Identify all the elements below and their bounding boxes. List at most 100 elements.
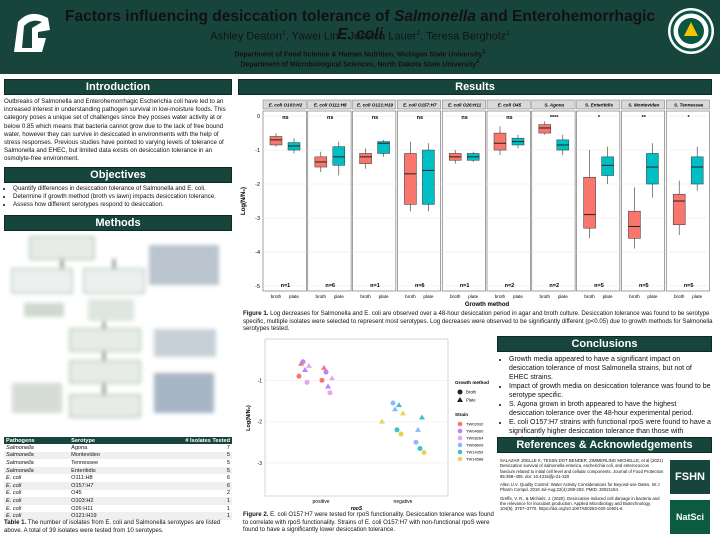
- point: [321, 364, 327, 370]
- point: [379, 418, 385, 424]
- point: [400, 410, 406, 416]
- y-axis-label: Log(N/N₀): [241, 187, 247, 215]
- affiliation-text: Department of Microbiological Sciences, …: [240, 61, 477, 69]
- point: [302, 366, 308, 372]
- objective: Assess how different serotypes respond t…: [13, 201, 234, 209]
- box: [601, 156, 614, 176]
- title-segment: E. coli: [337, 26, 383, 43]
- legend-label: Plate: [466, 398, 476, 403]
- legend-label: TW02092: [466, 422, 484, 427]
- point: [419, 414, 425, 420]
- legend-symbol: [457, 421, 463, 427]
- panel-strip: [666, 99, 710, 110]
- panel-strip: [352, 99, 397, 110]
- table-cell: E. coli: [6, 490, 22, 497]
- panel-title: E. coli O121:H19: [357, 103, 393, 108]
- legend-label: TW04660: [466, 429, 484, 434]
- table-cell: Enteritidis: [69, 466, 135, 475]
- table-cell: E. coli: [4, 497, 70, 505]
- table-cell: Salmonella: [4, 466, 70, 475]
- panel-title: S. Enteritidis: [585, 103, 614, 108]
- point: [417, 445, 423, 451]
- box: [332, 146, 346, 166]
- table-cell: O121:H19: [69, 512, 135, 520]
- x-tick-label: broth: [450, 294, 461, 299]
- table-cell: 5: [134, 451, 232, 460]
- ndsu-seal: [668, 8, 714, 54]
- objectives-list: Quantify differences in desiccation tole…: [4, 185, 234, 210]
- box: [583, 176, 596, 229]
- table-row: E. coli O121:H19 1: [4, 512, 232, 520]
- legend-symbol: [457, 442, 463, 448]
- column-header: # Isolates Tested: [134, 437, 232, 444]
- photo: [154, 329, 216, 357]
- figure-caption: Figure 2. E. coli O157:H7 were tested fo…: [243, 511, 495, 534]
- legend-symbol: [457, 428, 463, 434]
- table-row: E. coli O45 2: [4, 490, 232, 498]
- caption-text: Log decreases for Salmonella and E. coli…: [243, 310, 713, 333]
- x-tick-label: plate: [513, 294, 523, 299]
- x-tick-label: broth: [674, 294, 685, 299]
- boxplot-figure: Log(N/N₀) 0 -1 -2 -3 -4 -5 E. coli O103:H2 broth…: [241, 99, 710, 308]
- point: [296, 373, 302, 379]
- x-tick-label: plate: [558, 294, 568, 299]
- flow-box: [69, 328, 141, 352]
- panel-strip: [531, 99, 576, 110]
- helmet-detail: [22, 20, 42, 48]
- author-name: Yawei Lin: [291, 30, 339, 43]
- box: [672, 193, 686, 226]
- table-cell: 5: [226, 459, 230, 466]
- table-cell: 1: [134, 497, 232, 505]
- panel-title: E. coli O157:H7: [403, 103, 437, 108]
- x-tick-label: plate: [647, 294, 657, 299]
- panel-area: [441, 110, 486, 292]
- x-tick-label: positive: [313, 499, 330, 505]
- section-heading: Introduction: [4, 79, 232, 95]
- sample-size: n=2: [505, 283, 515, 289]
- significance: ns: [506, 115, 512, 121]
- y-tick-label: 0: [257, 114, 260, 120]
- affiliation: Department of Food Science & Human Nutri…: [60, 49, 660, 58]
- section-heading: Methods: [4, 215, 232, 231]
- conclusion: S. Agona grown in broth appeared to have…: [509, 400, 712, 418]
- panel-strip: [397, 99, 441, 110]
- box: [628, 210, 641, 239]
- author-name: Teresa Bergholz: [426, 30, 506, 43]
- table-cell: O26:H11: [71, 505, 94, 512]
- table-cell: E. coli: [4, 481, 70, 490]
- legend-label: TW14359: [466, 450, 484, 455]
- conclusion: Growth media appeared to have a signific…: [509, 355, 712, 382]
- sample-size: n=5: [684, 283, 694, 289]
- legend-label: TW08609: [466, 443, 484, 448]
- panel-title: S. Tennessee: [674, 103, 704, 108]
- reference: Greffe, V. R., & Michiels, J. (2020). De…: [500, 495, 660, 512]
- legend-label: Broth: [466, 390, 477, 395]
- blurred-flowchart: [11, 236, 219, 418]
- point: [329, 375, 335, 381]
- panel-title: E. coli O26:H11: [448, 103, 482, 108]
- msu-logo: [14, 13, 50, 52]
- point: [415, 426, 421, 432]
- panel-area: [621, 110, 665, 292]
- caption-label: Figure 1.: [243, 310, 269, 317]
- box: [422, 149, 435, 205]
- sample-size: n=6: [325, 283, 335, 289]
- y-axis-label: Log(N/N₀): [246, 405, 252, 431]
- x-tick-label: broth: [271, 294, 282, 299]
- significance: ns: [372, 115, 378, 121]
- table-cell: 2: [226, 490, 230, 497]
- x-axis-label: Growth method: [465, 302, 510, 308]
- table-caption: Table 1. The number of isolates from E. …: [4, 519, 234, 534]
- point: [421, 450, 427, 456]
- sample-size: n=5: [639, 283, 649, 289]
- sample-size: n=1: [281, 283, 291, 289]
- x-tick-label: negative: [394, 499, 413, 505]
- legend-symbol: [457, 397, 463, 402]
- x-tick-label: plate: [334, 294, 344, 299]
- table-row: Salmonella Agona 7: [4, 444, 232, 452]
- sample-size: n=6: [415, 283, 425, 289]
- legend-symbol: [457, 435, 463, 441]
- references-list: SALAZAR JOELLE K, TESSN DOT BENDER, ZIMM…: [500, 458, 665, 515]
- x-tick-label: plate: [468, 294, 478, 299]
